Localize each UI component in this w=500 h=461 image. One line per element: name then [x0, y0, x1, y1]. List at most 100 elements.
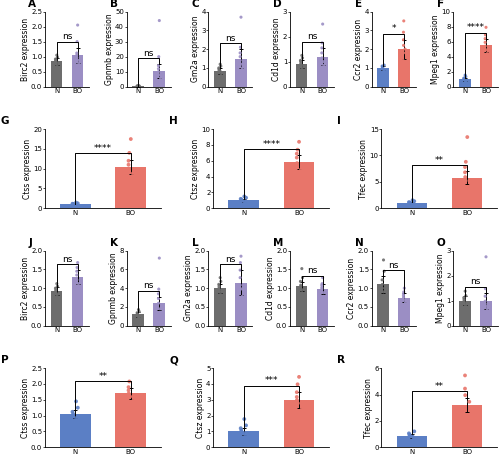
- Point: [319, 74, 327, 82]
- Point: [298, 171, 306, 179]
- Point: [53, 61, 61, 69]
- Point: [154, 290, 162, 297]
- Point: [462, 78, 470, 86]
- Point: [154, 77, 162, 84]
- Point: [134, 82, 142, 89]
- Point: [124, 179, 132, 186]
- Point: [74, 404, 82, 411]
- Point: [73, 52, 81, 59]
- Point: [135, 308, 143, 315]
- Point: [154, 68, 162, 76]
- Point: [380, 256, 388, 264]
- Point: [156, 17, 164, 24]
- Point: [133, 83, 141, 90]
- Point: [408, 200, 416, 207]
- Point: [154, 314, 162, 321]
- Text: H: H: [169, 116, 178, 126]
- Bar: [235, 283, 246, 326]
- Point: [241, 198, 249, 206]
- Text: O: O: [436, 237, 446, 248]
- Text: D: D: [273, 0, 282, 8]
- Point: [124, 384, 132, 391]
- Point: [400, 284, 408, 292]
- Point: [52, 66, 60, 74]
- Point: [298, 293, 306, 300]
- Point: [292, 413, 300, 420]
- Point: [52, 286, 60, 294]
- Point: [293, 150, 301, 157]
- Point: [400, 292, 407, 299]
- Bar: [51, 61, 62, 87]
- Point: [156, 71, 164, 78]
- Point: [69, 201, 77, 208]
- Point: [52, 55, 60, 63]
- Point: [136, 83, 143, 90]
- Bar: [214, 71, 226, 87]
- Point: [462, 292, 470, 299]
- Point: [236, 195, 244, 202]
- Bar: [60, 204, 90, 208]
- Point: [73, 264, 81, 271]
- Y-axis label: Ccr2 expression: Ccr2 expression: [354, 18, 363, 80]
- Point: [462, 301, 469, 309]
- Point: [406, 200, 413, 207]
- Bar: [72, 277, 84, 326]
- Point: [242, 422, 250, 429]
- Point: [318, 282, 326, 289]
- Point: [481, 39, 489, 46]
- Bar: [154, 71, 165, 87]
- Point: [124, 161, 132, 168]
- Point: [238, 60, 246, 68]
- Point: [73, 201, 81, 209]
- Point: [156, 317, 164, 325]
- Point: [405, 198, 413, 206]
- Point: [215, 64, 223, 71]
- Point: [298, 62, 306, 69]
- Text: ns: ns: [225, 255, 235, 264]
- Point: [298, 68, 306, 76]
- Point: [400, 29, 407, 36]
- Point: [124, 390, 132, 397]
- Bar: [154, 303, 165, 326]
- Point: [236, 266, 244, 274]
- Point: [380, 67, 388, 75]
- Point: [400, 17, 408, 24]
- Point: [68, 200, 76, 207]
- Point: [236, 44, 244, 51]
- Point: [402, 299, 409, 306]
- Bar: [480, 45, 492, 87]
- Point: [461, 77, 469, 84]
- Point: [482, 24, 490, 31]
- Point: [293, 154, 301, 161]
- Point: [460, 76, 468, 83]
- Point: [480, 54, 488, 62]
- Point: [216, 60, 224, 68]
- Point: [407, 202, 415, 209]
- Point: [73, 276, 81, 284]
- Point: [460, 296, 468, 303]
- Point: [464, 200, 472, 207]
- Point: [216, 75, 224, 82]
- Text: K: K: [110, 237, 118, 248]
- Point: [69, 201, 77, 208]
- Point: [155, 53, 163, 60]
- Y-axis label: Birc2 expression: Birc2 expression: [20, 257, 30, 320]
- Point: [482, 285, 490, 292]
- Point: [135, 83, 143, 90]
- Point: [215, 65, 223, 72]
- Point: [154, 65, 162, 72]
- Point: [460, 294, 468, 301]
- Bar: [398, 49, 410, 87]
- Text: ns: ns: [62, 255, 72, 264]
- Point: [74, 259, 82, 266]
- Point: [72, 65, 80, 72]
- Y-axis label: Birc2 expression: Birc2 expression: [20, 18, 30, 81]
- Point: [378, 63, 386, 71]
- Point: [217, 278, 225, 285]
- Point: [410, 428, 418, 435]
- Point: [296, 283, 304, 290]
- Point: [464, 133, 471, 141]
- Point: [68, 408, 76, 415]
- Bar: [317, 57, 328, 87]
- Point: [320, 289, 328, 296]
